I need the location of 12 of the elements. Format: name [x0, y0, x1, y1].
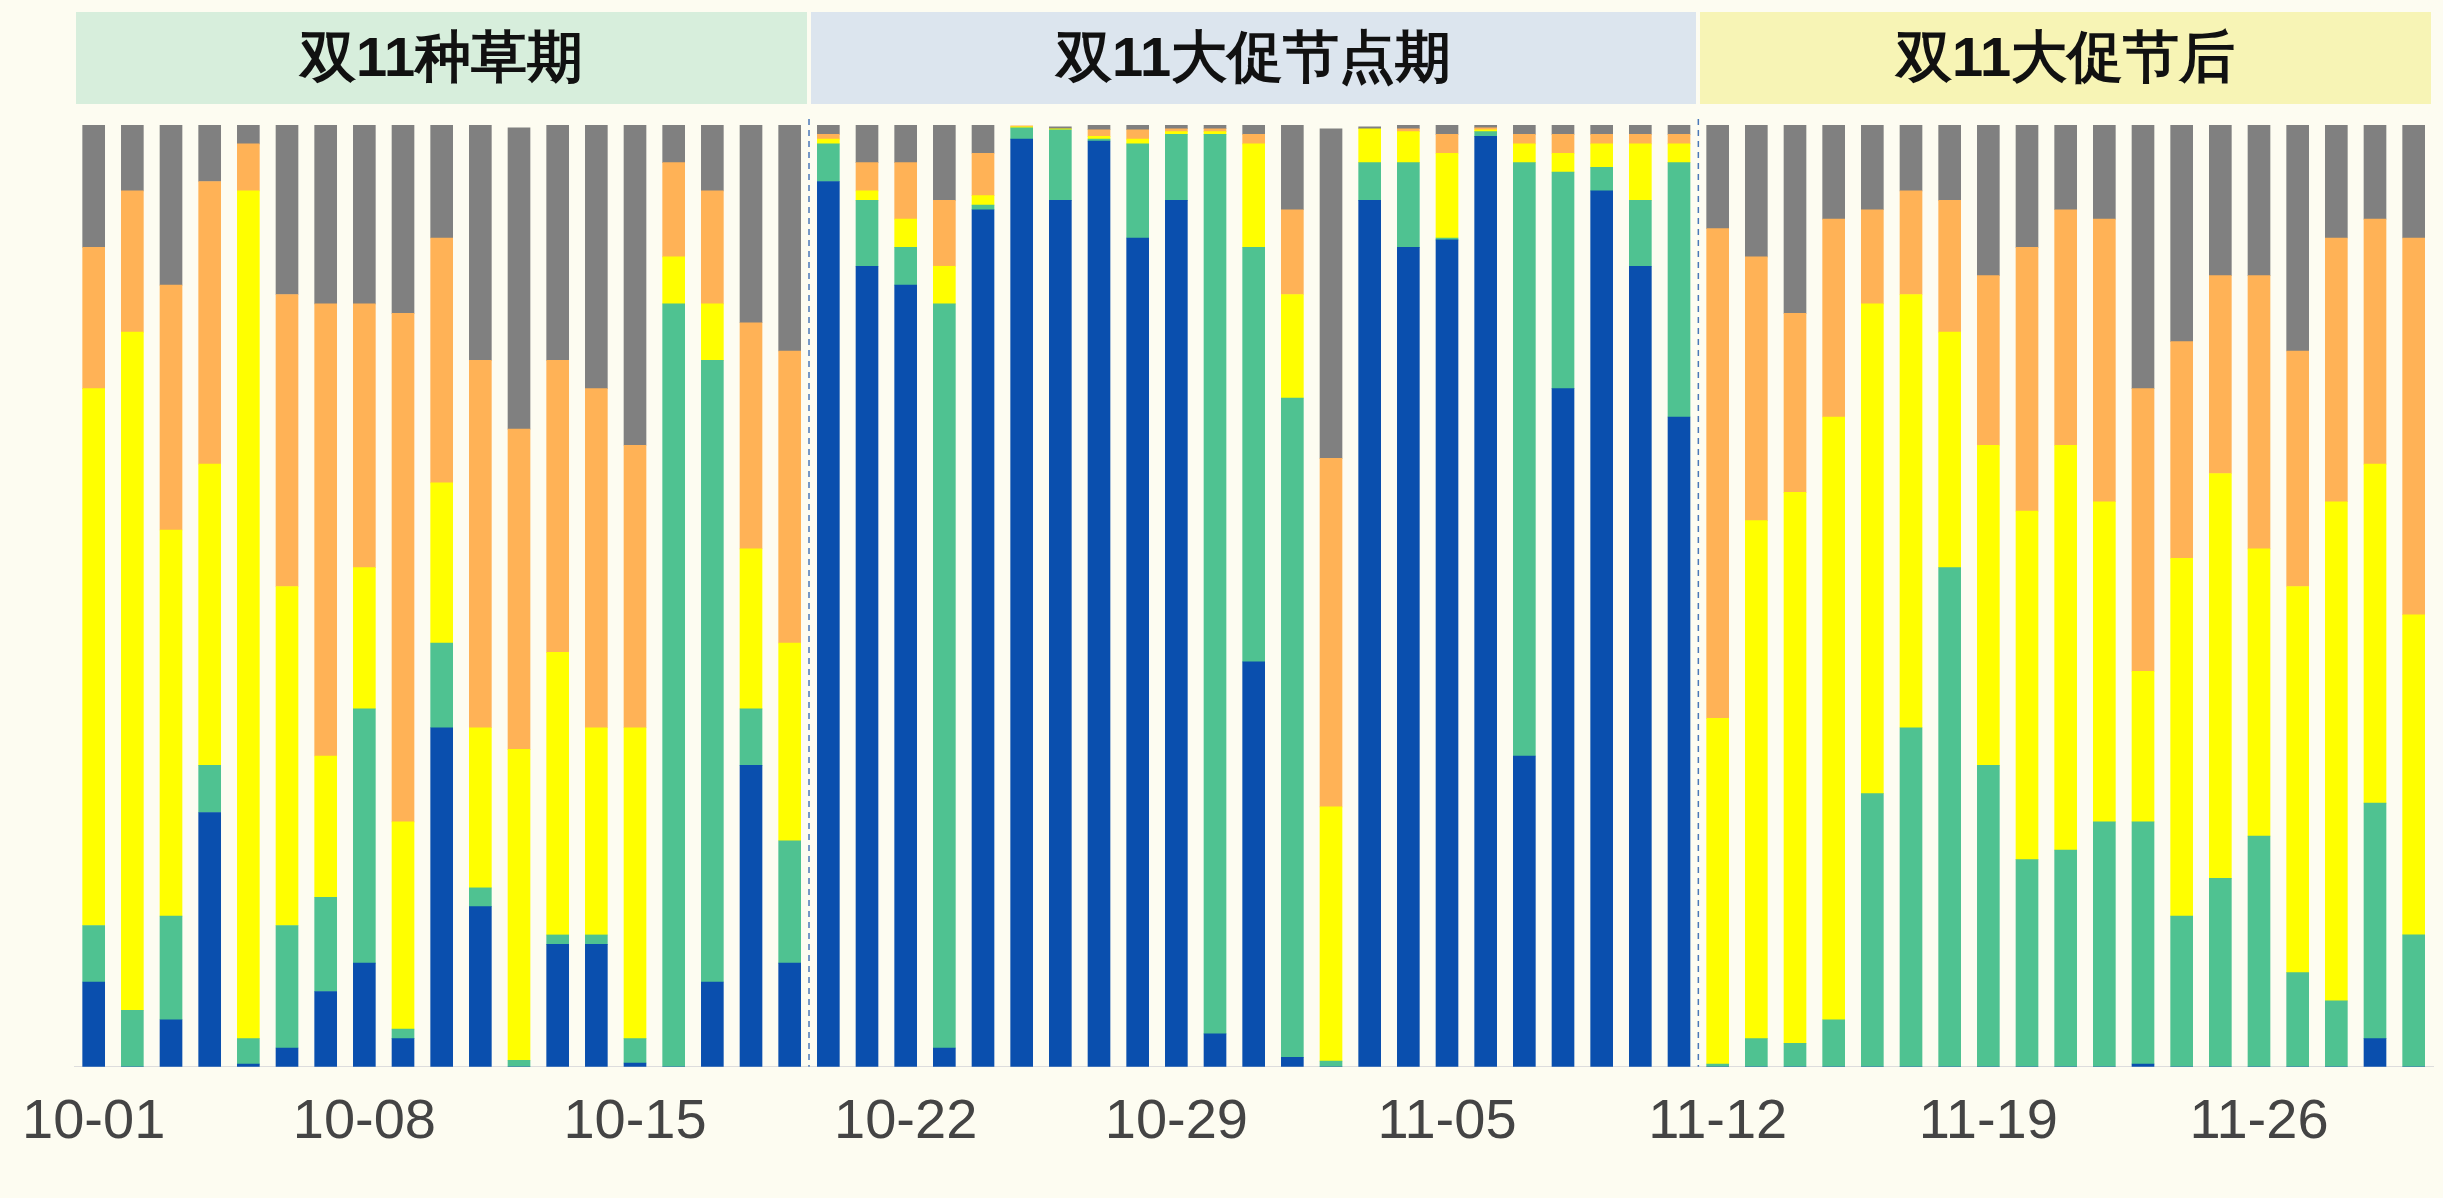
x-tick-label: 11-26 [2189, 1086, 2329, 1150]
text: 双11大促节点期 [811, 12, 1697, 104]
x-tick-label: 10-22 [834, 1086, 978, 1150]
text: 双11大促节后 [1700, 12, 2431, 104]
x-tick-label: 11-19 [1918, 1086, 2058, 1150]
x-tick-label: 11-05 [1377, 1086, 1517, 1150]
x-tick-label: 11-12 [1648, 1086, 1788, 1150]
x-tick-label: 10-29 [1104, 1086, 1248, 1150]
x-tick-label: 10-01 [22, 1086, 166, 1150]
x-tick-label: 10-15 [563, 1086, 707, 1150]
x-tick-label: 10-08 [292, 1086, 436, 1150]
text: 双11种草期 [76, 12, 807, 104]
